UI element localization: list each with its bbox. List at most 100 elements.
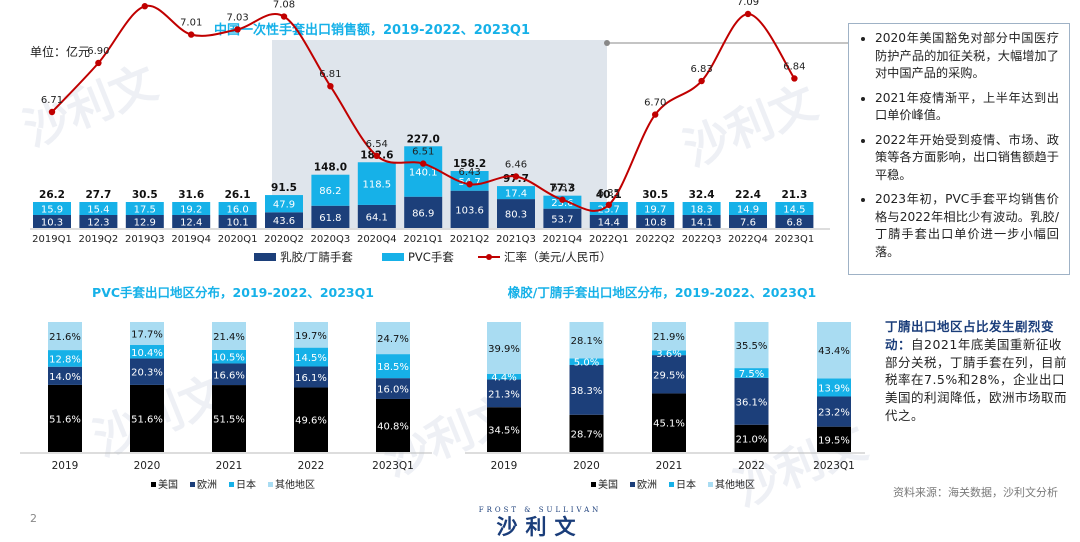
- bar-label: 18.3: [690, 205, 712, 216]
- rate-point: [188, 31, 195, 38]
- bar-latex: [357, 204, 396, 228]
- bar-pvc: [357, 162, 396, 205]
- x-tick-label: 2022Q2: [635, 234, 675, 245]
- segment-label: 14.0%: [49, 372, 81, 383]
- segment-label: 43.4%: [818, 346, 850, 357]
- segment-label: 21.6%: [49, 332, 81, 343]
- bar-latex: [33, 215, 71, 228]
- segment-label: 38.3%: [571, 386, 603, 397]
- segment-label: 21.4%: [213, 332, 245, 343]
- bar-label: 47.9: [273, 200, 295, 211]
- bar-label: 86.9: [412, 208, 434, 219]
- bar-latex: [775, 215, 814, 228]
- segment-label: 28.7%: [571, 429, 603, 440]
- bar-latex: [218, 215, 257, 228]
- segment-3: [212, 322, 246, 350]
- bar-label: 12.4: [180, 218, 202, 229]
- bar-latex: [450, 190, 489, 228]
- bar-label: 10.3: [41, 218, 63, 229]
- total-label: 21.3: [781, 189, 807, 201]
- bar-pvc: [311, 174, 350, 206]
- total-label: 31.6: [178, 189, 204, 201]
- segment-label: 17.7%: [131, 330, 163, 341]
- total-label: 227.0: [407, 133, 440, 145]
- bar-latex: [125, 215, 164, 228]
- segment-label: 28.1%: [571, 336, 603, 347]
- segment-label: 7.5%: [739, 369, 764, 380]
- total-label: 32.4: [689, 189, 715, 201]
- rate-label: 6.83: [690, 64, 712, 75]
- chart-title: PVC手套出口地区分布，2019-2022、2023Q1: [92, 285, 374, 300]
- rate-point: [373, 152, 380, 160]
- x-tick-label: 2019Q1: [32, 234, 72, 245]
- x-tick-label: 2022: [298, 460, 325, 472]
- x-tick-label: 2021Q4: [543, 234, 583, 245]
- total-label: 148.0: [314, 162, 347, 174]
- x-tick-label: 2023Q1: [813, 460, 855, 472]
- rate-label: 7.03: [226, 12, 248, 23]
- segment-label: 10.4%: [131, 348, 163, 359]
- bar-pvc: [265, 195, 303, 213]
- chart-title: 橡胶/丁腈手套出口地区分布，2019-2022、2023Q1: [508, 285, 816, 300]
- rate-label: 6.81: [319, 69, 341, 80]
- x-tick-label: 2021Q2: [450, 234, 490, 245]
- segment-label: 21.0%: [736, 434, 768, 445]
- legend-label: 其他地区: [715, 478, 755, 491]
- x-tick-label: 2020Q1: [218, 234, 258, 245]
- bar-latex: [729, 215, 767, 228]
- segment-2: [734, 368, 769, 378]
- rate-label: 7.01: [180, 18, 202, 29]
- export-sales-chart: 中国一次性手套出口销售额，2019-2022、2023Q1 单位：亿元 10.3…: [30, 0, 848, 264]
- legend-label: 乳胶/丁腈手套: [280, 250, 353, 264]
- segment-label: 51.6%: [131, 414, 163, 425]
- bar-pvc: [172, 202, 211, 215]
- segment-2: [376, 354, 410, 379]
- segment-1: [734, 377, 769, 425]
- segment-1: [212, 363, 246, 386]
- bullet-item: 2022年开始受到疫情、市场、政策等各方面影响，出口销售额趋于平稳。: [875, 132, 1059, 185]
- bar-pvc: [729, 202, 767, 215]
- rate-label: 6.71: [41, 95, 63, 106]
- legend-swatch-latex: [254, 253, 276, 261]
- bar-pvc: [79, 202, 118, 215]
- segment-label: 23.2%: [818, 408, 850, 419]
- chart-title: 中国一次性手套出口销售额，2019-2022、2023Q1: [214, 22, 530, 38]
- page-number: 2: [30, 512, 37, 525]
- bullet-item: 2023年初，PVC手套平均销售价格与2022年相比少有波动。乳胶/丁腈手套出口…: [875, 191, 1059, 261]
- segment-0: [734, 424, 769, 452]
- bar-pvc: [125, 202, 164, 215]
- x-tick-label: 2020Q3: [311, 234, 351, 245]
- segment-1: [487, 379, 521, 408]
- x-tick-label: 2019Q4: [171, 234, 211, 245]
- x-tick-label: 2021Q1: [403, 234, 443, 245]
- bar-label: 14.5: [783, 205, 805, 216]
- bar-latex: [682, 215, 721, 228]
- rate-point: [48, 108, 56, 116]
- bar-label: 12.3: [87, 218, 109, 229]
- bar-latex: [404, 196, 443, 228]
- total-label: 30.5: [132, 189, 158, 201]
- segment-0: [376, 398, 410, 452]
- rate-label: 7.08: [273, 0, 295, 11]
- rate-point: [95, 59, 102, 67]
- segment-0: [652, 393, 686, 452]
- bar-label: 15.4: [87, 205, 109, 216]
- segment-label: 18.5%: [377, 362, 409, 373]
- segment-label: 16.1%: [295, 373, 327, 384]
- bar-label: 118.5: [362, 180, 391, 191]
- segment-3: [48, 322, 82, 351]
- segment-0: [48, 384, 82, 452]
- legend-swatch: [591, 482, 596, 487]
- bar-label: 53.7: [551, 214, 573, 225]
- bar-latex: [265, 212, 303, 228]
- unit-label: 单位：亿元: [30, 44, 90, 59]
- segment-label: 49.6%: [295, 416, 327, 427]
- rate-label: 7.09: [737, 0, 759, 8]
- segment-2: [817, 378, 851, 397]
- brand-cn: 沙利文: [496, 515, 584, 539]
- total-label: 77.3: [549, 183, 575, 195]
- rate-point: [512, 173, 520, 180]
- total-label: 158.2: [453, 158, 486, 170]
- bar-label: 10.1: [226, 218, 248, 229]
- rubber-region-chart: 橡胶/丁腈手套出口地区分布，2019-2022、2023Q1 34.5% 21.3…: [465, 285, 865, 491]
